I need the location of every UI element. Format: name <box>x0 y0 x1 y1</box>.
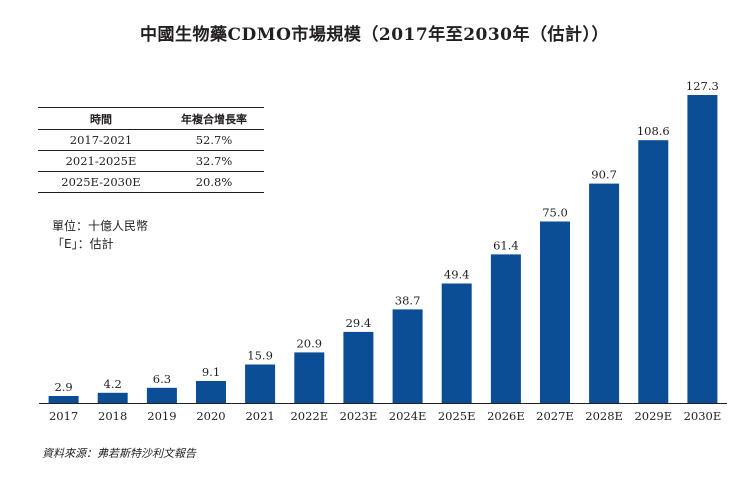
cagr-header-period: 時間 <box>90 112 112 126</box>
x-tick-label-2023E: 2023E <box>340 409 378 423</box>
bar-2028E <box>589 183 620 403</box>
bar-2021 <box>245 364 276 403</box>
x-tick-label-2018: 2018 <box>98 409 127 423</box>
value-label-2029E: 108.6 <box>637 124 670 138</box>
x-tick-label-2021: 2021 <box>245 409 274 423</box>
x-tick-label-2028E: 2028E <box>585 409 623 423</box>
bar-2017 <box>48 396 79 403</box>
cagr-table: 時間 年複合增長率 2017-2021 52.7% 2021-2025E 32.… <box>38 107 264 193</box>
source-note: 資料來源：弗若斯特沙利文報告 <box>42 447 196 460</box>
bar-2022E <box>294 352 325 403</box>
value-label-2019: 6.3 <box>153 372 171 386</box>
cagr-row: 2017-2021 52.7% <box>38 130 264 151</box>
cagr-period: 2025E-2030E <box>61 175 141 189</box>
value-label-2021: 15.9 <box>247 349 273 363</box>
cagr-header-rate: 年複合增長率 <box>181 112 247 126</box>
value-label-2018: 4.2 <box>104 377 122 391</box>
value-label-2026E: 61.4 <box>493 238 519 252</box>
value-label-2030E: 127.3 <box>686 79 719 93</box>
bar-2020 <box>196 381 226 403</box>
x-tick-label-2022E: 2022E <box>290 409 328 423</box>
value-label-2023E: 29.4 <box>346 316 372 330</box>
bars-group <box>48 95 718 403</box>
bar-2026E <box>490 254 521 403</box>
chart-title: 中國生物藥CDMO市場規模（2017年至2030年（估計）） <box>139 25 610 45</box>
bar-2025E <box>441 283 472 403</box>
cagr-rate: 52.7% <box>195 133 233 147</box>
bar-2027E <box>540 221 570 403</box>
value-label-2020: 9.1 <box>202 365 220 379</box>
value-label-2024E: 38.7 <box>395 293 421 307</box>
x-tick-label-2019: 2019 <box>147 409 176 423</box>
value-label-2027E: 75.0 <box>542 206 568 220</box>
x-tick-label-2029E: 2029E <box>634 409 672 423</box>
labels-group: 2.9 2017 4.2 2018 6.3 2019 9.1 2020 15.9 2021 20.9… <box>49 79 721 423</box>
estimate-note: 「E」：估計 <box>52 237 114 251</box>
bar-2024E <box>392 309 423 403</box>
value-label-2028E: 90.7 <box>591 168 617 182</box>
cagr-row: 2025E-2030E 20.8% <box>38 172 264 193</box>
chart-notes: 單位：十億人民幣 「E」：估計 <box>52 217 148 253</box>
cagr-table-header: 時間 年複合增長率 <box>38 107 264 130</box>
bar-2018 <box>97 392 128 403</box>
x-tick-label-2027E: 2027E <box>536 409 574 423</box>
bar-2030E <box>687 95 718 403</box>
x-tick-label-2024E: 2024E <box>389 409 427 423</box>
value-label-2025E: 49.4 <box>444 268 470 282</box>
x-tick-label-2030E: 2030E <box>684 409 722 423</box>
x-tick-label-2020: 2020 <box>196 409 225 423</box>
bar-2023E <box>343 331 374 403</box>
x-tick-label-2017: 2017 <box>49 409 78 423</box>
cagr-rate: 32.7% <box>195 154 233 168</box>
cagr-row: 2021-2025E 32.7% <box>38 151 264 172</box>
bar-2029E <box>638 140 669 403</box>
bar-2019 <box>146 387 177 403</box>
cagr-rate: 20.8% <box>195 175 233 189</box>
value-label-2022E: 20.9 <box>296 336 322 350</box>
x-tick-label-2026E: 2026E <box>487 409 525 423</box>
cagr-period: 2017-2021 <box>69 133 133 147</box>
cagr-period: 2021-2025E <box>65 154 137 168</box>
value-label-2017: 2.9 <box>54 380 72 394</box>
unit-note: 單位：十億人民幣 <box>52 219 149 233</box>
x-tick-label-2025E: 2025E <box>438 409 476 423</box>
